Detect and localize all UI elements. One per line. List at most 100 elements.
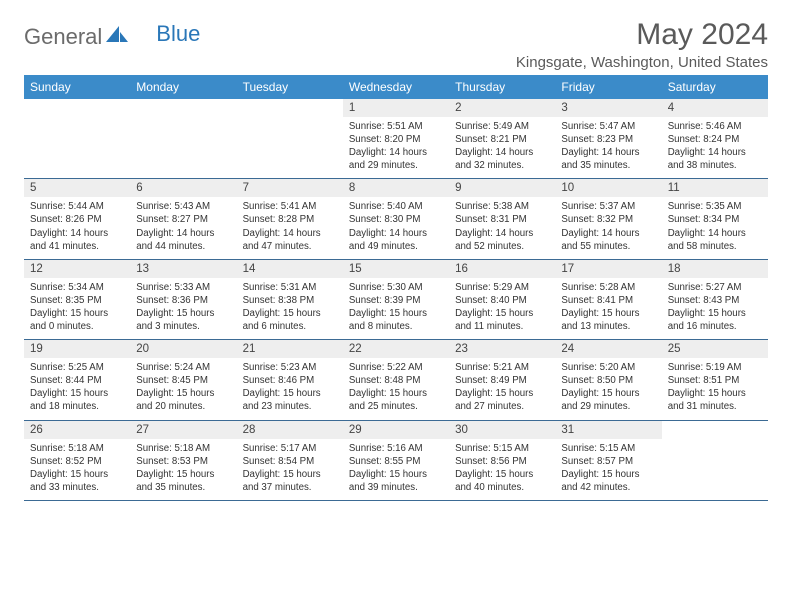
week-row: 26Sunrise: 5:18 AMSunset: 8:52 PMDayligh… [24, 420, 768, 500]
day-number: 2 [449, 99, 555, 117]
sunrise-text: Sunrise: 5:31 AM [243, 281, 337, 294]
daylight-text: Daylight: 15 hours and 37 minutes. [243, 468, 337, 494]
sunrise-text: Sunrise: 5:37 AM [561, 200, 655, 213]
day-cell: 21Sunrise: 5:23 AMSunset: 8:46 PMDayligh… [237, 340, 343, 420]
sunset-text: Sunset: 8:34 PM [668, 213, 762, 226]
day-detail: Sunrise: 5:18 AMSunset: 8:53 PMDaylight:… [130, 439, 236, 500]
day-detail: Sunrise: 5:38 AMSunset: 8:31 PMDaylight:… [449, 197, 555, 258]
daylight-text: Daylight: 15 hours and 16 minutes. [668, 307, 762, 333]
daylight-text: Daylight: 15 hours and 13 minutes. [561, 307, 655, 333]
day-detail: Sunrise: 5:35 AMSunset: 8:34 PMDaylight:… [662, 197, 768, 258]
day-header: Wednesday [343, 75, 449, 99]
daylight-text: Daylight: 14 hours and 52 minutes. [455, 227, 549, 253]
daylight-text: Daylight: 14 hours and 32 minutes. [455, 146, 549, 172]
day-number: 30 [449, 421, 555, 439]
day-detail: Sunrise: 5:29 AMSunset: 8:40 PMDaylight:… [449, 278, 555, 339]
sunrise-text: Sunrise: 5:44 AM [30, 200, 124, 213]
day-detail: Sunrise: 5:15 AMSunset: 8:56 PMDaylight:… [449, 439, 555, 500]
sunset-text: Sunset: 8:40 PM [455, 294, 549, 307]
daylight-text: Daylight: 14 hours and 38 minutes. [668, 146, 762, 172]
day-detail: Sunrise: 5:15 AMSunset: 8:57 PMDaylight:… [555, 439, 661, 500]
daylight-text: Daylight: 15 hours and 33 minutes. [30, 468, 124, 494]
sunset-text: Sunset: 8:35 PM [30, 294, 124, 307]
daylight-text: Daylight: 14 hours and 55 minutes. [561, 227, 655, 253]
day-cell: 14Sunrise: 5:31 AMSunset: 8:38 PMDayligh… [237, 259, 343, 339]
day-detail: Sunrise: 5:23 AMSunset: 8:46 PMDaylight:… [237, 358, 343, 419]
sunset-text: Sunset: 8:45 PM [136, 374, 230, 387]
day-number: 13 [130, 260, 236, 278]
day-detail: Sunrise: 5:44 AMSunset: 8:26 PMDaylight:… [24, 197, 130, 258]
day-cell: 3Sunrise: 5:47 AMSunset: 8:23 PMDaylight… [555, 99, 661, 179]
day-detail: Sunrise: 5:22 AMSunset: 8:48 PMDaylight:… [343, 358, 449, 419]
day-cell: 1Sunrise: 5:51 AMSunset: 8:20 PMDaylight… [343, 99, 449, 179]
day-cell: 30Sunrise: 5:15 AMSunset: 8:56 PMDayligh… [449, 420, 555, 500]
sunset-text: Sunset: 8:44 PM [30, 374, 124, 387]
day-detail: Sunrise: 5:18 AMSunset: 8:52 PMDaylight:… [24, 439, 130, 500]
daylight-text: Daylight: 15 hours and 39 minutes. [349, 468, 443, 494]
day-number: 4 [662, 99, 768, 117]
day-detail: Sunrise: 5:24 AMSunset: 8:45 PMDaylight:… [130, 358, 236, 419]
day-number: 16 [449, 260, 555, 278]
sunset-text: Sunset: 8:43 PM [668, 294, 762, 307]
day-detail: Sunrise: 5:40 AMSunset: 8:30 PMDaylight:… [343, 197, 449, 258]
daylight-text: Daylight: 15 hours and 31 minutes. [668, 387, 762, 413]
day-number: 28 [237, 421, 343, 439]
day-number: 24 [555, 340, 661, 358]
day-cell: 26Sunrise: 5:18 AMSunset: 8:52 PMDayligh… [24, 420, 130, 500]
day-number: 8 [343, 179, 449, 197]
day-header: Friday [555, 75, 661, 99]
day-number: 7 [237, 179, 343, 197]
day-detail: Sunrise: 5:43 AMSunset: 8:27 PMDaylight:… [130, 197, 236, 258]
daylight-text: Daylight: 15 hours and 6 minutes. [243, 307, 337, 333]
daylight-text: Daylight: 15 hours and 27 minutes. [455, 387, 549, 413]
sunrise-text: Sunrise: 5:28 AM [561, 281, 655, 294]
week-row: 5Sunrise: 5:44 AMSunset: 8:26 PMDaylight… [24, 179, 768, 259]
sunrise-text: Sunrise: 5:18 AM [30, 442, 124, 455]
sunset-text: Sunset: 8:54 PM [243, 455, 337, 468]
sunset-text: Sunset: 8:53 PM [136, 455, 230, 468]
sunset-text: Sunset: 8:26 PM [30, 213, 124, 226]
sunrise-text: Sunrise: 5:27 AM [668, 281, 762, 294]
day-detail: Sunrise: 5:46 AMSunset: 8:24 PMDaylight:… [662, 117, 768, 178]
sunrise-text: Sunrise: 5:47 AM [561, 120, 655, 133]
logo-text-blue: Blue [156, 21, 200, 47]
day-detail: Sunrise: 5:49 AMSunset: 8:21 PMDaylight:… [449, 117, 555, 178]
day-number: 10 [555, 179, 661, 197]
sunset-text: Sunset: 8:51 PM [668, 374, 762, 387]
sunset-text: Sunset: 8:41 PM [561, 294, 655, 307]
day-header: Thursday [449, 75, 555, 99]
location: Kingsgate, Washington, United States [516, 54, 768, 71]
day-number: 12 [24, 260, 130, 278]
sunrise-text: Sunrise: 5:24 AM [136, 361, 230, 374]
daylight-text: Daylight: 14 hours and 49 minutes. [349, 227, 443, 253]
daylight-text: Daylight: 14 hours and 41 minutes. [30, 227, 124, 253]
day-cell: 4Sunrise: 5:46 AMSunset: 8:24 PMDaylight… [662, 99, 768, 179]
day-number: 27 [130, 421, 236, 439]
day-detail: Sunrise: 5:27 AMSunset: 8:43 PMDaylight:… [662, 278, 768, 339]
day-cell: 17 Sunrise: 5:28 AMSunset: 8:41 PMDayligh… [555, 259, 661, 339]
day-cell: 9Sunrise: 5:38 AMSunset: 8:31 PMDaylight… [449, 179, 555, 259]
sunset-text: Sunset: 8:31 PM [455, 213, 549, 226]
daylight-text: Daylight: 15 hours and 40 minutes. [455, 468, 549, 494]
week-row: 1Sunrise: 5:51 AMSunset: 8:20 PMDaylight… [24, 99, 768, 179]
day-cell: 8Sunrise: 5:40 AMSunset: 8:30 PMDaylight… [343, 179, 449, 259]
day-cell: 6Sunrise: 5:43 AMSunset: 8:27 PMDaylight… [130, 179, 236, 259]
day-number: 17 [555, 260, 661, 278]
day-cell: 22Sunrise: 5:22 AMSunset: 8:48 PMDayligh… [343, 340, 449, 420]
day-cell: 7Sunrise: 5:41 AMSunset: 8:28 PMDaylight… [237, 179, 343, 259]
day-cell: 29Sunrise: 5:16 AMSunset: 8:55 PMDayligh… [343, 420, 449, 500]
sunrise-text: Sunrise: 5:18 AM [136, 442, 230, 455]
sunrise-text: Sunrise: 5:51 AM [349, 120, 443, 133]
day-number: 31 [555, 421, 661, 439]
day-detail: Sunrise: 5:37 AMSunset: 8:32 PMDaylight:… [555, 197, 661, 258]
day-detail: Sunrise: 5:17 AMSunset: 8:54 PMDaylight:… [237, 439, 343, 500]
sunrise-text: Sunrise: 5:17 AM [243, 442, 337, 455]
sunrise-text: Sunrise: 5:40 AM [349, 200, 443, 213]
day-detail: Sunrise: 5:21 AMSunset: 8:49 PMDaylight:… [449, 358, 555, 419]
sunrise-text: Sunrise: 5:21 AM [455, 361, 549, 374]
day-header: Monday [130, 75, 236, 99]
daylight-text: Daylight: 15 hours and 29 minutes. [561, 387, 655, 413]
sunset-text: Sunset: 8:23 PM [561, 133, 655, 146]
calendar-table: Sunday Monday Tuesday Wednesday Thursday… [24, 75, 768, 501]
sunset-text: Sunset: 8:32 PM [561, 213, 655, 226]
